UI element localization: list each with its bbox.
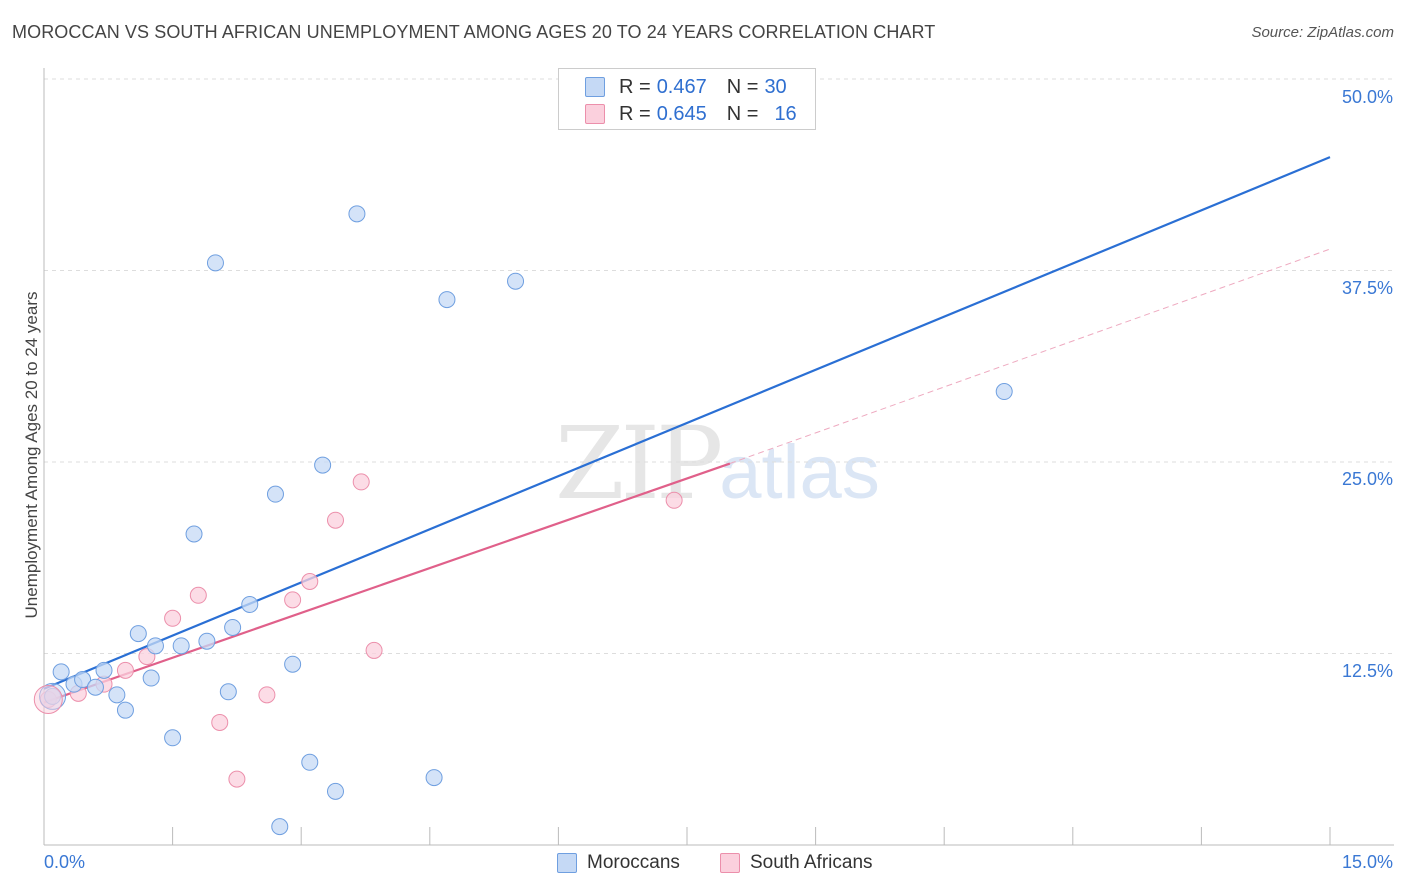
- point-layer: [33, 205, 1013, 836]
- south-africans-point-9: [258, 686, 276, 704]
- moroccans-point-27: [438, 291, 456, 309]
- moroccans-point-21: [284, 655, 302, 673]
- moroccans-point-17: [224, 618, 242, 636]
- moroccans-point-25: [348, 205, 366, 223]
- moroccans-swatch: [585, 77, 605, 97]
- watermark: ZIPatlas: [555, 405, 880, 522]
- south-africans-trend-extension: [729, 248, 1331, 465]
- grid-layer: [44, 78, 1394, 654]
- moroccans-point-15: [206, 254, 224, 272]
- bottom-legend-south-africans: South Africans: [720, 852, 873, 874]
- south-africans-n-label: N =: [726, 102, 759, 125]
- legend-row-south-africans: R = 0.645 N = 16: [585, 101, 797, 127]
- south-africans-point-11: [301, 572, 319, 590]
- south-africans-point-14: [365, 641, 383, 659]
- south-africans-cluster-marker: [33, 684, 63, 714]
- moroccans-point-26: [425, 769, 443, 787]
- moroccans-point-9: [142, 669, 160, 687]
- chart-title: MOROCCAN VS SOUTH AFRICAN UNEMPLOYMENT A…: [12, 22, 936, 42]
- moroccans-r-label: R =: [619, 75, 651, 98]
- south-africans-point-12: [326, 511, 344, 529]
- moroccans-n-value: 30: [764, 75, 787, 98]
- moroccans-point-4: [86, 678, 104, 696]
- moroccans-point-14: [198, 632, 216, 650]
- moroccans-point-3: [74, 671, 92, 689]
- bottom-moroccans-swatch: [557, 853, 577, 873]
- y-axis-title: Unemployment Among Ages 20 to 24 years: [22, 291, 41, 619]
- trend-layer: [43, 156, 1331, 704]
- x-tick-label-max: 15.0%: [1341, 852, 1393, 872]
- moroccans-r-value: 0.467: [656, 75, 707, 98]
- south-africans-r-label: R =: [619, 102, 651, 125]
- watermark-atlas: atlas: [719, 430, 880, 515]
- axis-layer: [43, 68, 1394, 846]
- south-africans-trend-line: [43, 462, 731, 704]
- correlation-legend: R = 0.467 N = 30 R = 0.645 N = 16: [558, 68, 816, 130]
- south-africans-point-6: [189, 586, 207, 604]
- moroccans-point-11: [164, 729, 182, 747]
- moroccans-point-12: [172, 637, 190, 655]
- south-africans-point-15: [665, 491, 683, 509]
- south-africans-point-7: [211, 713, 229, 731]
- moroccans-point-28: [507, 272, 525, 290]
- x-tick-label-min: 0.0%: [44, 852, 86, 872]
- moroccans-point-20: [271, 818, 289, 836]
- bottom-legend-moroccans: Moroccans: [557, 852, 680, 874]
- moroccans-point-7: [116, 701, 134, 719]
- moroccans-point-8: [129, 625, 147, 643]
- south-africans-n-value: 16: [774, 102, 797, 125]
- south-africans-point-13: [352, 473, 370, 491]
- chart-source: Source: ZipAtlas.com: [1251, 24, 1394, 41]
- moroccans-point-16: [219, 683, 237, 701]
- watermark-zip: ZIP: [555, 405, 723, 522]
- south-africans-point-3: [116, 661, 134, 679]
- south-africans-swatch: [585, 104, 605, 124]
- moroccans-point-29: [995, 383, 1013, 401]
- moroccans-n-label: N =: [726, 75, 759, 98]
- moroccans-point-24: [326, 782, 344, 800]
- moroccans-point-5: [95, 661, 113, 679]
- moroccans-point-13: [185, 525, 203, 543]
- south-africans-point-8: [228, 770, 246, 788]
- legend-row-moroccans: R = 0.467 N = 30: [585, 74, 787, 100]
- south-africans-point-10: [284, 591, 302, 609]
- moroccans-point-1: [52, 663, 70, 681]
- moroccans-point-19: [266, 485, 284, 503]
- moroccans-point-10: [146, 637, 164, 655]
- bottom-south-africans-label: South Africans: [750, 852, 873, 873]
- bottom-moroccans-label: Moroccans: [587, 852, 680, 873]
- moroccans-point-6: [108, 686, 126, 704]
- moroccans-trend-line: [43, 156, 1331, 690]
- moroccans-point-23: [314, 456, 332, 474]
- y-tick-label-37-5: 37.5%: [1341, 278, 1393, 298]
- bottom-south-africans-swatch: [720, 853, 740, 873]
- y-tick-label-25: 25.0%: [1341, 469, 1393, 489]
- moroccans-point-18: [241, 595, 259, 613]
- moroccans-point-22: [301, 753, 319, 771]
- south-africans-point-5: [164, 609, 182, 627]
- y-tick-label-12-5: 12.5%: [1341, 661, 1393, 681]
- y-tick-label-50: 50.0%: [1341, 87, 1393, 107]
- south-africans-r-value: 0.645: [656, 102, 707, 125]
